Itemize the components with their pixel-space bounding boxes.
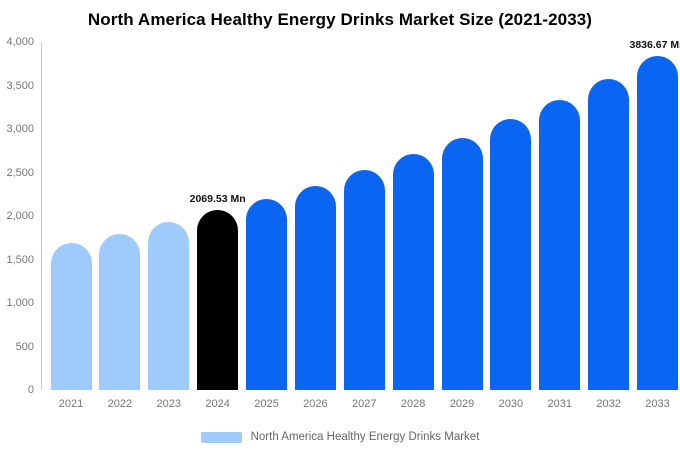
- bar-2033: [637, 56, 678, 390]
- y-tick-label: 3,000: [6, 123, 34, 135]
- bar-2026: [294, 185, 336, 390]
- y-tick-label: 4,000: [6, 36, 34, 48]
- bar-2023: [148, 222, 190, 390]
- x-tick-label: 2031: [547, 398, 572, 410]
- x-tick-label: 2033: [645, 398, 670, 410]
- x-tick-label: 2028: [400, 398, 426, 410]
- bar-2025: [246, 198, 287, 390]
- x-tick-label: 2024: [205, 398, 230, 410]
- x-tick-label: 2025: [254, 398, 279, 410]
- bar-value-label: 3836.67 Mn: [629, 39, 680, 52]
- y-tick-label: 1,000: [6, 297, 34, 309]
- y-tick-label: 3,500: [6, 79, 34, 92]
- legend: North America Healthy Energy Drinks Mark…: [0, 431, 680, 443]
- bar-2032: [588, 79, 630, 390]
- bar-2022: [99, 234, 141, 390]
- y-axis-line: [41, 42, 42, 390]
- x-tick-label: 2032: [596, 398, 621, 410]
- legend-label: North America Healthy Energy Drinks Mark…: [250, 431, 480, 443]
- bar-value-label: 2069.53 Mn: [189, 192, 246, 205]
- bar-2024: [197, 209, 239, 390]
- y-tick-label: 500: [15, 340, 34, 353]
- x-tick-label: 2027: [352, 398, 377, 410]
- y-tick-label: 0: [27, 384, 34, 396]
- x-tick-label: 2021: [58, 398, 84, 410]
- chart-title: North America Healthy Energy Drinks Mark…: [87, 10, 593, 29]
- bar-2021: [50, 242, 92, 390]
- x-tick-label: 2022: [107, 398, 133, 410]
- bar-2027: [343, 169, 385, 390]
- y-tick-label: 2,500: [6, 166, 34, 179]
- x-tick-label: 2026: [303, 398, 328, 410]
- y-tick-label: 2,000: [6, 210, 34, 222]
- x-tick-label: 2030: [498, 398, 524, 410]
- x-tick-label: 2023: [156, 398, 181, 410]
- legend-swatch: [200, 431, 242, 443]
- bar-2028: [392, 154, 434, 390]
- bar-2031: [539, 100, 581, 390]
- bar-2029: [441, 137, 483, 390]
- y-tick-label: 1,500: [6, 253, 34, 266]
- bar-2030: [490, 119, 532, 390]
- x-tick-label: 2029: [449, 398, 475, 410]
